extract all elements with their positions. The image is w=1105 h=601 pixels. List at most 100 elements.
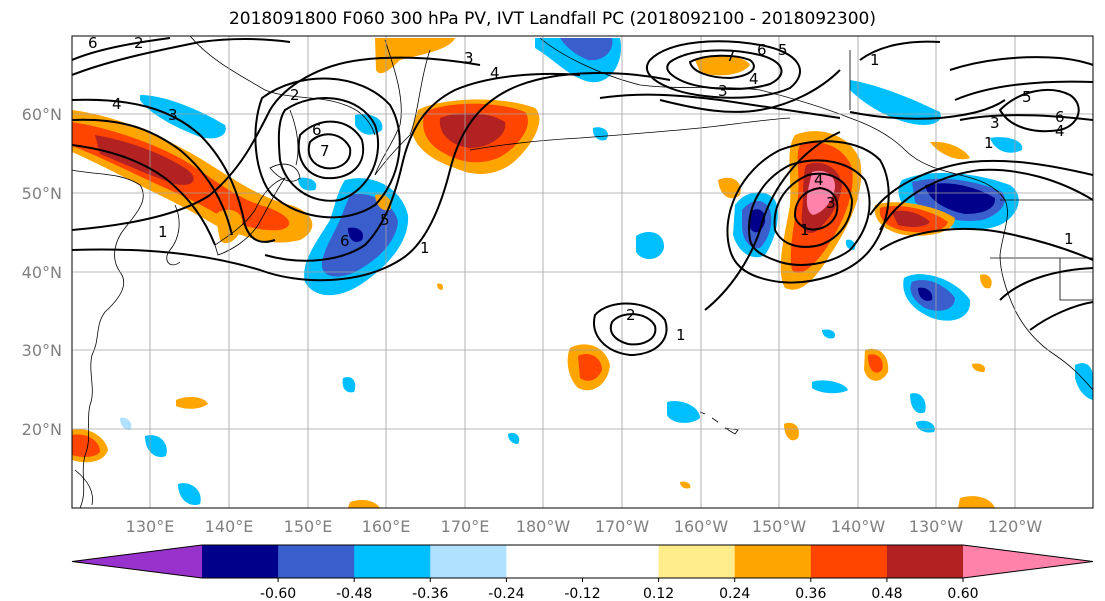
shade-negative bbox=[298, 177, 317, 191]
shade-positive bbox=[680, 481, 691, 489]
contour-label: 4 bbox=[112, 95, 122, 113]
lat-label: 20°N bbox=[22, 420, 62, 439]
shade-negative bbox=[925, 183, 996, 214]
lon-labels: 130°E 140°E 150°E 160°E 170°E 180°W 170°… bbox=[126, 517, 1043, 536]
colorbar-segment bbox=[430, 545, 507, 578]
contour-label: 1 bbox=[800, 221, 810, 239]
colorbar-segment bbox=[582, 545, 660, 578]
shade-positive bbox=[95, 135, 194, 185]
shade-negative bbox=[145, 435, 167, 458]
shade-negative bbox=[355, 114, 383, 135]
contour-label: 6 bbox=[757, 41, 767, 59]
contour-label: 4 bbox=[749, 70, 759, 88]
contour-label: 3 bbox=[718, 82, 728, 100]
colorbar-tick-label: 0.60 bbox=[947, 586, 978, 601]
coastlines bbox=[72, 36, 1093, 508]
lon-label: 170°E bbox=[441, 517, 490, 536]
shade-positive bbox=[784, 422, 799, 441]
contour-label: 7 bbox=[726, 47, 736, 65]
contour-label: 1 bbox=[158, 223, 168, 241]
contour-label: 1 bbox=[984, 134, 994, 152]
contour-label: 1 bbox=[870, 51, 880, 69]
shade-positive bbox=[375, 38, 455, 74]
gridlines bbox=[72, 36, 1093, 508]
contour-label: 2 bbox=[626, 306, 636, 324]
contour-label: 6 bbox=[340, 232, 350, 250]
colorbar-segment bbox=[202, 545, 279, 578]
contour-label: 3 bbox=[990, 114, 1000, 132]
lon-label: 140°E bbox=[205, 517, 254, 536]
shade-negative bbox=[918, 287, 933, 301]
sakhalin bbox=[289, 109, 299, 166]
lat-label: 50°N bbox=[22, 184, 62, 203]
contour-label: 1 bbox=[676, 326, 686, 344]
shade-negative bbox=[990, 137, 1023, 153]
colorbar-segment bbox=[810, 545, 888, 578]
pv-contours bbox=[72, 37, 1093, 357]
lon-label: 150°W bbox=[752, 517, 807, 536]
lat-label: 40°N bbox=[22, 263, 62, 282]
japan-north bbox=[269, 163, 301, 182]
shade-positive bbox=[72, 434, 100, 457]
hawaii bbox=[699, 411, 739, 435]
shade-negative bbox=[910, 393, 926, 414]
shade-positive bbox=[439, 113, 506, 148]
shade-negative bbox=[812, 380, 848, 394]
colorbar-tick-label: -0.36 bbox=[412, 586, 448, 601]
philippines bbox=[74, 469, 93, 506]
shade-positive bbox=[868, 354, 883, 373]
contour-label: 2 bbox=[290, 86, 300, 104]
shade-negative bbox=[120, 417, 132, 430]
shade-negative bbox=[1075, 363, 1093, 400]
colorbar-segment bbox=[658, 545, 736, 578]
aleutians bbox=[469, 117, 791, 151]
shade-positive bbox=[375, 194, 392, 211]
map-frame bbox=[71, 35, 1094, 509]
colorbar-tick-label: 0.24 bbox=[719, 586, 750, 601]
shade-negative bbox=[348, 227, 364, 242]
colorbar-segment bbox=[278, 545, 355, 578]
colorbar-segment bbox=[886, 545, 964, 578]
shade-negative bbox=[140, 95, 226, 139]
shade-positive bbox=[718, 177, 741, 199]
colorbar-segment bbox=[506, 545, 583, 578]
shade-positive bbox=[958, 496, 995, 508]
shade-negative bbox=[560, 38, 613, 61]
contour-label: 6 bbox=[312, 121, 322, 139]
contour-label: 6 bbox=[88, 34, 98, 52]
shade-negative bbox=[916, 420, 935, 433]
lon-label: 130°E bbox=[126, 517, 175, 536]
contour-label: 5 bbox=[380, 211, 390, 229]
lon-label: 150°E bbox=[284, 517, 333, 536]
lon-label: 120°W bbox=[988, 517, 1043, 536]
lon-label: 160°E bbox=[362, 517, 411, 536]
shade-positive bbox=[176, 396, 208, 409]
colorbar-extend-high bbox=[963, 545, 1093, 578]
lat-label: 30°N bbox=[22, 341, 62, 360]
colorbar-tick-label: -0.12 bbox=[564, 586, 600, 601]
bering-coast bbox=[539, 37, 851, 119]
contour-label: 1 bbox=[1064, 230, 1074, 248]
colorbar-tick-label: -0.48 bbox=[336, 586, 372, 601]
colorbar-segment bbox=[734, 545, 812, 578]
shade-positive bbox=[972, 363, 986, 372]
contour-label: 5 bbox=[778, 41, 788, 59]
japan-coast bbox=[214, 177, 287, 256]
colorbar-segment bbox=[354, 545, 431, 578]
colorbar-tick-label: -0.24 bbox=[488, 586, 524, 601]
alaska-coast bbox=[849, 117, 1093, 391]
shade-positive bbox=[892, 210, 930, 227]
contour-label: 4 bbox=[1055, 122, 1065, 140]
shade-negative bbox=[822, 329, 836, 339]
shade-negative bbox=[636, 232, 665, 260]
shade-positive bbox=[348, 500, 380, 508]
contour-label: 6 bbox=[1055, 108, 1065, 126]
contour-label: 3 bbox=[168, 106, 178, 124]
contour-labels: 6 2 4 3 1 2 6 7 5 6 1 3 4 7 6 5 4 3 1 5 … bbox=[88, 34, 1074, 344]
contour-label: 2 bbox=[134, 34, 144, 52]
colorbar-tick-label: 0.48 bbox=[871, 586, 902, 601]
colorbar-extend-low bbox=[72, 545, 202, 578]
contour-label: 1 bbox=[420, 239, 430, 257]
shade-negative bbox=[508, 432, 520, 444]
